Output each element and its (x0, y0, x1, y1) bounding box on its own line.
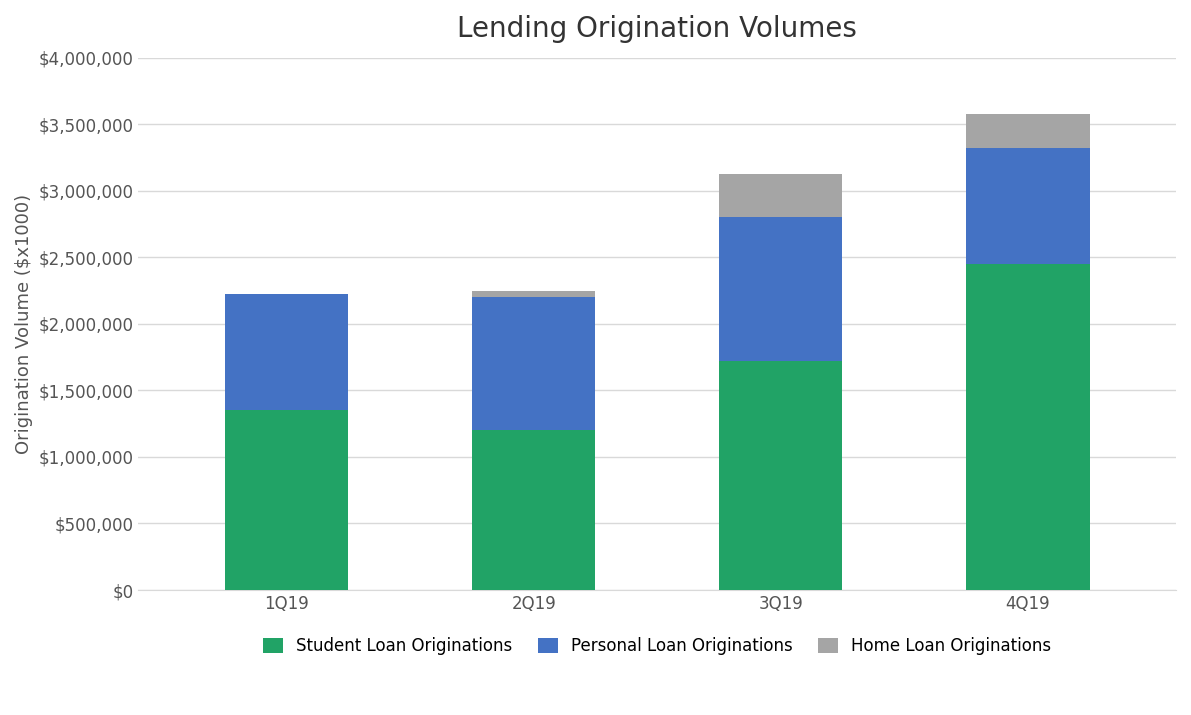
Bar (719, 360, 842, 590)
Bar (472, 297, 596, 430)
Bar (225, 294, 349, 410)
Bar (966, 147, 1090, 264)
Legend: Student Loan Originations, Personal Loan Originations, Home Loan Originations: Student Loan Originations, Personal Loan… (256, 630, 1058, 661)
Y-axis label: Origination Volume ($x1000): Origination Volume ($x1000) (15, 194, 33, 454)
Bar (966, 264, 1090, 590)
Title: Lending Origination Volumes: Lending Origination Volumes (457, 15, 858, 43)
Bar (966, 114, 1090, 147)
Bar (472, 430, 596, 590)
Bar (225, 410, 349, 590)
Bar (719, 174, 842, 217)
Bar (472, 291, 596, 297)
Bar (719, 217, 842, 360)
